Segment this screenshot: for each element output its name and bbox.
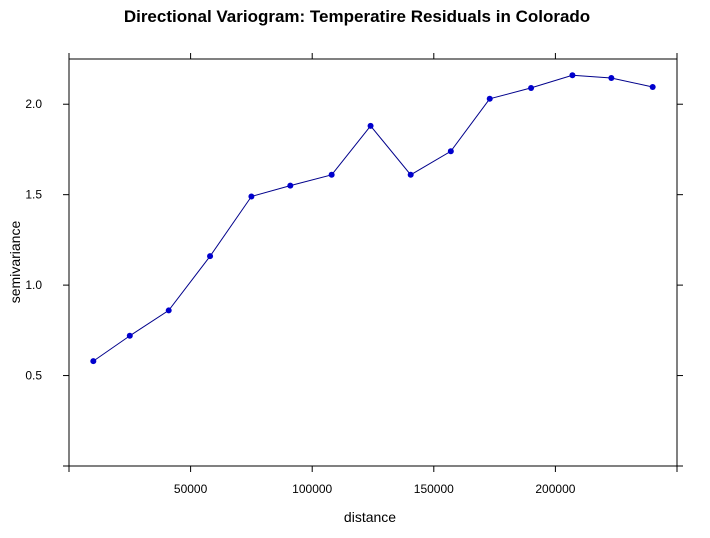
series-line xyxy=(93,74,653,362)
data-point xyxy=(608,74,615,81)
data-point xyxy=(165,307,172,314)
data-point xyxy=(528,84,535,91)
y-tick-label: 2.0 xyxy=(25,97,42,111)
data-point xyxy=(287,182,294,189)
data-point xyxy=(90,358,97,365)
data-point xyxy=(407,171,414,178)
x-axis-ticks: 50000 100000 150000 200000 xyxy=(68,53,678,496)
y-tick-label: 0.5 xyxy=(25,369,42,383)
y-axis-label: semivariance xyxy=(7,221,23,304)
x-tick-label: 150000 xyxy=(414,482,454,496)
data-point xyxy=(447,148,454,155)
chart-title: Directional Variogram: Temperatire Resid… xyxy=(124,7,590,26)
data-point xyxy=(207,253,214,260)
data-point xyxy=(126,332,133,339)
data-point xyxy=(367,122,374,129)
data-point xyxy=(649,84,656,91)
series-layer xyxy=(90,72,656,365)
y-tick-label: 1.5 xyxy=(25,188,42,202)
plot-frame xyxy=(68,58,678,467)
y-axis-ticks: 0.5 1.0 1.5 2.0 xyxy=(25,97,683,467)
data-point xyxy=(486,95,493,102)
data-point xyxy=(248,193,255,200)
x-axis-label: distance xyxy=(344,509,396,525)
data-point xyxy=(569,72,576,79)
x-tick-label: 50000 xyxy=(174,482,208,496)
x-tick-label: 100000 xyxy=(292,482,332,496)
x-tick-label: 200000 xyxy=(535,482,575,496)
y-tick-label: 1.0 xyxy=(25,278,42,292)
data-point xyxy=(328,171,335,178)
